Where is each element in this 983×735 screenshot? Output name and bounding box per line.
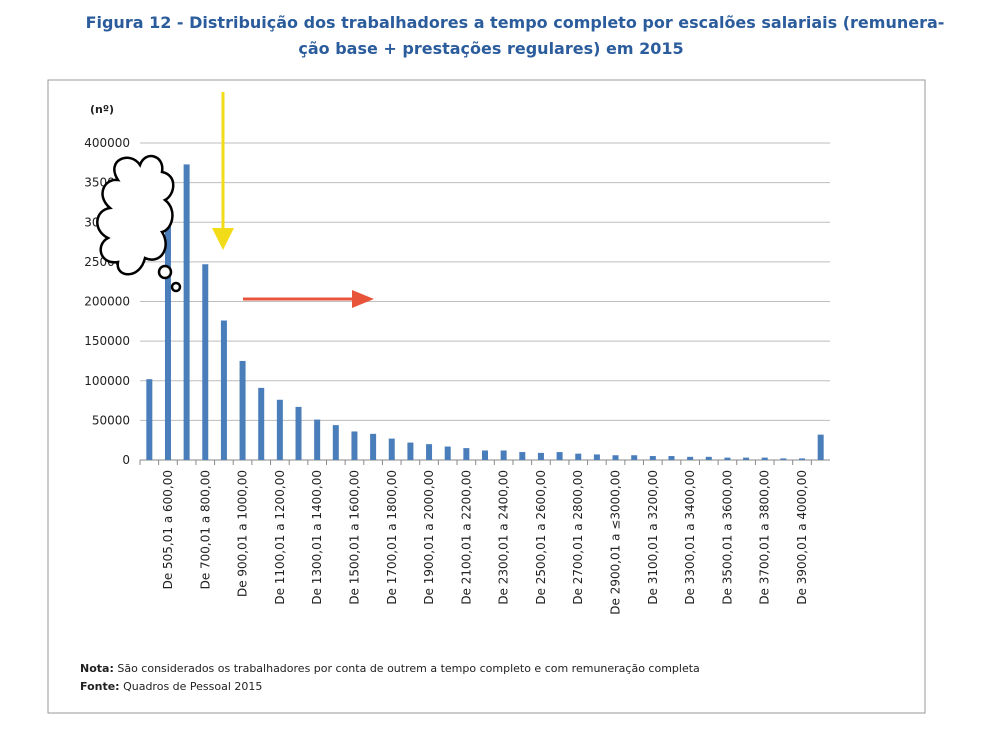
- note-text: São considerados os trabalhadores por co…: [114, 662, 700, 675]
- bar: [239, 360, 246, 460]
- bar: [687, 456, 694, 460]
- thought-cloud: [96, 154, 175, 276]
- bar: [799, 458, 806, 460]
- x-tick-label: De 1700,01 a 1800,00: [385, 470, 399, 605]
- x-tick-label: De 2900,01 a ≤3000,00: [609, 470, 623, 615]
- x-tick-label: De 3900,01 a 4000,00: [795, 470, 809, 605]
- x-tick-label: De 2100,01 a 2200,00: [459, 470, 473, 605]
- bar: [444, 446, 451, 460]
- bar: [370, 433, 377, 460]
- bar: [593, 454, 600, 460]
- chart-title: Figura 12 - Distribuição dos trabalhador…: [86, 13, 945, 32]
- x-tick-label: De 1300,01 a 1400,00: [310, 470, 324, 605]
- x-tick-label: De 3700,01 a 3800,00: [758, 470, 772, 605]
- frame: [47, 79, 926, 714]
- bar: [500, 450, 507, 460]
- bar: [183, 164, 190, 460]
- thought-bubble: [157, 264, 173, 280]
- y-axis-label: (nº): [90, 103, 114, 116]
- source-text: Quadros de Pessoal 2015: [120, 680, 263, 693]
- x-tick-label: De 1500,01 a 1600,00: [347, 470, 361, 605]
- bar: [164, 206, 171, 460]
- x-tick-label: De 2500,01 a 2600,00: [534, 470, 548, 605]
- x-tick-label: De 505,01 a 600,00: [161, 470, 175, 589]
- bar: [761, 457, 768, 460]
- bar: [724, 457, 731, 460]
- bar: [351, 431, 358, 460]
- y-tick-label: 400000: [84, 136, 130, 150]
- bar: [817, 434, 824, 460]
- bar: [519, 452, 526, 460]
- bar: [612, 455, 619, 460]
- bar: [482, 450, 488, 460]
- bar: [314, 419, 321, 460]
- note-label: Nota:: [80, 662, 114, 675]
- bar: [780, 458, 787, 460]
- plot: 0500001000001500002000002500003000003500…: [84, 136, 830, 615]
- x-tick-label: De 1100,01 a 1200,00: [273, 470, 287, 605]
- bar: [631, 455, 638, 460]
- x-tick-label: De 2700,01 a 2800,00: [571, 470, 585, 605]
- x-tick-label: De 3300,01 a 3400,00: [683, 470, 697, 605]
- bar: [463, 448, 470, 460]
- x-tick-label: De 3500,01 a 3600,00: [720, 470, 734, 605]
- bar: [146, 379, 153, 460]
- source: Fonte: Quadros de Pessoal 2015: [80, 680, 262, 693]
- bar: [407, 442, 414, 460]
- bar: [426, 444, 433, 460]
- bar: [202, 264, 209, 460]
- x-tick-label: De 1900,01 a 2000,00: [422, 470, 436, 605]
- bar: [575, 453, 582, 460]
- bar: [295, 406, 302, 460]
- x-tick-label: De 700,01 a 800,00: [198, 470, 212, 589]
- y-tick-label: 0: [122, 453, 130, 467]
- bar: [276, 399, 283, 460]
- bar: [556, 452, 563, 460]
- bar: [388, 438, 395, 460]
- x-tick-label: De 2300,01 a 2400,00: [497, 470, 511, 605]
- bar: [705, 456, 712, 460]
- note: Nota: São considerados os trabalhadores …: [80, 662, 700, 675]
- bar: [668, 456, 675, 460]
- bar: [537, 452, 544, 460]
- y-tick-label: 100000: [84, 374, 130, 388]
- y-tick-label: 50000: [92, 413, 130, 427]
- y-tick-label: 200000: [84, 295, 130, 309]
- bar: [332, 425, 339, 460]
- bar: [743, 457, 750, 460]
- x-tick-label: De 3100,01 a 3200,00: [646, 470, 660, 605]
- arrow-head: [352, 290, 374, 308]
- bar: [258, 387, 265, 460]
- arrow-head: [212, 228, 234, 250]
- x-tick-label: De 900,01 a 1000,00: [236, 470, 250, 597]
- thought-bubble: [170, 281, 182, 293]
- bar: [649, 456, 656, 460]
- chart-title: ção base + prestações regulares) em 2015: [298, 39, 683, 58]
- bar: [220, 320, 227, 460]
- y-tick-label: 150000: [84, 334, 130, 348]
- annotations: [96, 92, 374, 308]
- source-label: Fonte:: [80, 680, 120, 693]
